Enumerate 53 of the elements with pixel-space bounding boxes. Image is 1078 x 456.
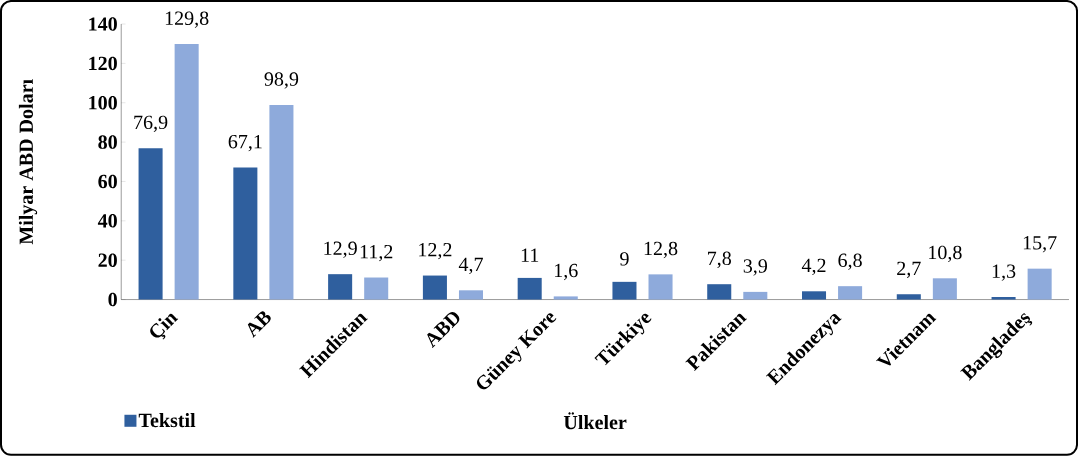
- y-tick-label: 120: [89, 56, 117, 71]
- bar: [648, 274, 673, 300]
- data-label: 129,8: [165, 11, 209, 28]
- y-tick-label: 100: [89, 96, 117, 110]
- data-label: 2,7: [897, 261, 921, 279]
- y-tick-label: 20: [98, 253, 117, 268]
- data-label: 10,8: [929, 245, 962, 263]
- bar: [553, 296, 578, 300]
- bar: [932, 278, 957, 300]
- bar: [801, 291, 827, 300]
- bar: [328, 274, 353, 300]
- data-label: 12,8: [644, 241, 678, 259]
- bar: [1027, 268, 1052, 300]
- data-label: 15,7: [1023, 236, 1057, 253]
- bar: [422, 275, 447, 300]
- data-label: 1,6: [554, 263, 578, 281]
- x-axis-title: Ülkeler: [563, 412, 627, 430]
- bar: [838, 286, 863, 300]
- y-tick-label: 40: [97, 214, 117, 228]
- bar: [896, 294, 921, 300]
- bar: [233, 167, 258, 300]
- data-label: 4,2: [801, 258, 826, 276]
- y-tick-label: 80: [98, 135, 117, 149]
- data-label: 11: [521, 248, 539, 262]
- data-label: 12,2: [419, 243, 452, 260]
- data-label: 67,1: [228, 135, 262, 152]
- bar: [269, 105, 294, 300]
- bar: [707, 284, 732, 300]
- bar: [138, 148, 163, 300]
- x-tick-label: Çin: [150, 313, 179, 340]
- y-tick-label: 140: [89, 17, 117, 31]
- bar: [743, 291, 768, 300]
- bar: [458, 290, 483, 300]
- data-label: 11,2: [360, 245, 393, 262]
- y-tick-label: 0: [108, 292, 117, 307]
- data-label: 12,9: [324, 241, 357, 259]
- bar: [364, 277, 389, 300]
- data-label: 3,9: [743, 259, 767, 276]
- y-tick-label: 60: [98, 174, 117, 189]
- data-label: 9: [620, 252, 629, 266]
- data-label: 4,7: [458, 257, 483, 275]
- data-label: 1,3: [992, 264, 1016, 281]
- x-tick-label: AB: [247, 311, 271, 338]
- bar: [991, 297, 1016, 300]
- legend-label: Tekstil: [138, 413, 196, 428]
- data-label: 76,9: [134, 115, 168, 133]
- bar: [612, 281, 637, 300]
- bar: [174, 44, 199, 300]
- bar: [517, 277, 542, 300]
- data-label: 98,9: [264, 72, 299, 89]
- data-label: 6,8: [838, 253, 862, 271]
- data-label: 7,8: [708, 251, 731, 269]
- y-axis-title: Milyar ABD Doları: [18, 79, 38, 245]
